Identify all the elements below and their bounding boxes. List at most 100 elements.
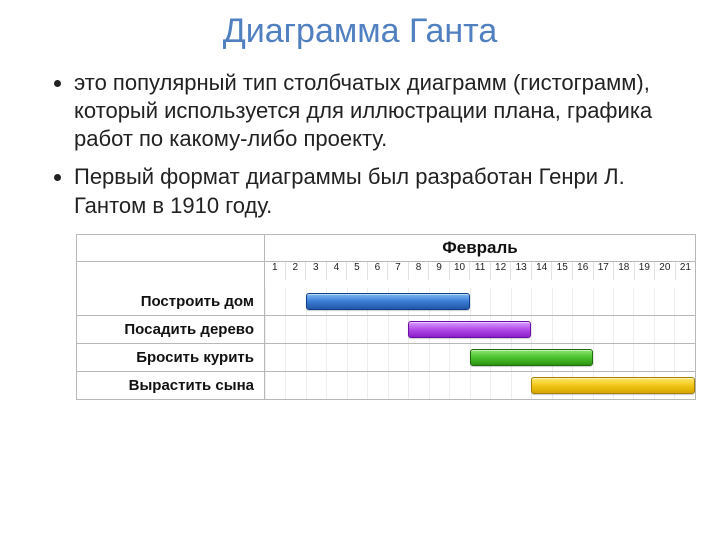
task-bar bbox=[531, 377, 695, 394]
day-number: 12 bbox=[491, 262, 511, 273]
gantt-header-month: Февраль bbox=[77, 235, 695, 261]
grid-column bbox=[347, 372, 367, 399]
gantt-task-row: Посадить дерево bbox=[77, 315, 695, 343]
day-number: 13 bbox=[511, 262, 531, 273]
day-number: 4 bbox=[327, 262, 347, 273]
day-number: 1 bbox=[265, 262, 285, 273]
day-column: 17 bbox=[593, 262, 614, 280]
day-column: 1 bbox=[265, 262, 285, 280]
day-number: 2 bbox=[286, 262, 306, 273]
grid-column bbox=[306, 344, 326, 371]
bullet-item: Первый формат диаграммы был разработан Г… bbox=[74, 163, 680, 219]
grid-column bbox=[593, 316, 613, 343]
task-bar bbox=[306, 293, 470, 310]
grid-column bbox=[306, 316, 326, 343]
day-column: 21 bbox=[675, 262, 696, 280]
task-label: Построить дом bbox=[77, 288, 265, 315]
task-bar bbox=[470, 349, 593, 366]
grid-column bbox=[674, 344, 694, 371]
grid-column bbox=[265, 372, 285, 399]
day-number: 21 bbox=[676, 262, 696, 273]
day-number: 15 bbox=[552, 262, 572, 273]
task-label: Бросить курить bbox=[77, 344, 265, 371]
grid-column bbox=[367, 344, 387, 371]
header-spacer bbox=[77, 262, 265, 288]
grid-column bbox=[572, 288, 592, 315]
day-column: 9 bbox=[428, 262, 449, 280]
bullet-item: это популярный тип столбчатых диаграмм (… bbox=[74, 69, 680, 153]
grid-column bbox=[613, 288, 633, 315]
grid-column bbox=[572, 316, 592, 343]
grid-column bbox=[531, 288, 551, 315]
grid-column bbox=[347, 344, 367, 371]
day-column: 5 bbox=[346, 262, 367, 280]
grid-column bbox=[388, 316, 408, 343]
task-area bbox=[265, 344, 695, 371]
day-column: 4 bbox=[326, 262, 347, 280]
grid-column bbox=[613, 344, 633, 371]
grid-column bbox=[490, 372, 510, 399]
grid-column bbox=[654, 344, 674, 371]
grid-column bbox=[654, 316, 674, 343]
grid-column bbox=[674, 288, 694, 315]
gantt-task-row: Вырастить сына bbox=[77, 371, 695, 399]
day-column: 14 bbox=[531, 262, 552, 280]
month-label: Февраль bbox=[265, 235, 695, 261]
grid-column bbox=[388, 372, 408, 399]
day-number: 14 bbox=[532, 262, 552, 273]
day-number: 10 bbox=[450, 262, 470, 273]
grid-column bbox=[531, 316, 551, 343]
gantt-task-row: Построить дом bbox=[77, 288, 695, 315]
day-number: 5 bbox=[347, 262, 367, 273]
day-column: 16 bbox=[572, 262, 593, 280]
grid-column bbox=[285, 372, 305, 399]
grid-column bbox=[633, 344, 653, 371]
gantt-task-row: Бросить курить bbox=[77, 343, 695, 371]
grid-column bbox=[429, 344, 449, 371]
grid-column bbox=[490, 288, 510, 315]
day-column: 19 bbox=[634, 262, 655, 280]
day-column: 10 bbox=[449, 262, 470, 280]
page-title: Диаграмма Ганта bbox=[40, 12, 680, 51]
grid-column bbox=[552, 316, 572, 343]
grid-column bbox=[449, 372, 469, 399]
grid-column bbox=[367, 316, 387, 343]
grid-column bbox=[511, 288, 531, 315]
grid-column bbox=[613, 316, 633, 343]
day-column: 7 bbox=[387, 262, 408, 280]
grid-column bbox=[265, 316, 285, 343]
grid-column bbox=[408, 344, 428, 371]
grid-column bbox=[285, 344, 305, 371]
grid-column bbox=[285, 316, 305, 343]
grid-column bbox=[593, 288, 613, 315]
day-number: 3 bbox=[306, 262, 326, 273]
day-column: 3 bbox=[305, 262, 326, 280]
day-column: 2 bbox=[285, 262, 306, 280]
task-area bbox=[265, 372, 695, 399]
day-number: 6 bbox=[368, 262, 388, 273]
grid-column bbox=[265, 344, 285, 371]
grid-column bbox=[429, 372, 449, 399]
grid-column bbox=[367, 372, 387, 399]
grid-column bbox=[265, 288, 285, 315]
day-column: 8 bbox=[408, 262, 429, 280]
task-label: Вырастить сына bbox=[77, 372, 265, 399]
day-number: 7 bbox=[388, 262, 408, 273]
day-column: 13 bbox=[510, 262, 531, 280]
gantt-header-days: 123456789101112131415161718192021 bbox=[77, 261, 695, 288]
grid-column bbox=[633, 288, 653, 315]
grid-column bbox=[388, 344, 408, 371]
day-column: 15 bbox=[551, 262, 572, 280]
gantt-chart: Февраль 12345678910111213141516171819202… bbox=[76, 234, 696, 400]
grid-column bbox=[347, 316, 367, 343]
grid-column bbox=[511, 372, 531, 399]
day-column: 12 bbox=[490, 262, 511, 280]
task-area bbox=[265, 288, 695, 315]
day-column: 11 bbox=[469, 262, 490, 280]
task-label: Посадить дерево bbox=[77, 316, 265, 343]
grid-column bbox=[674, 316, 694, 343]
grid-column bbox=[326, 316, 346, 343]
grid-column bbox=[470, 288, 490, 315]
grid-column bbox=[326, 372, 346, 399]
grid-column bbox=[470, 372, 490, 399]
